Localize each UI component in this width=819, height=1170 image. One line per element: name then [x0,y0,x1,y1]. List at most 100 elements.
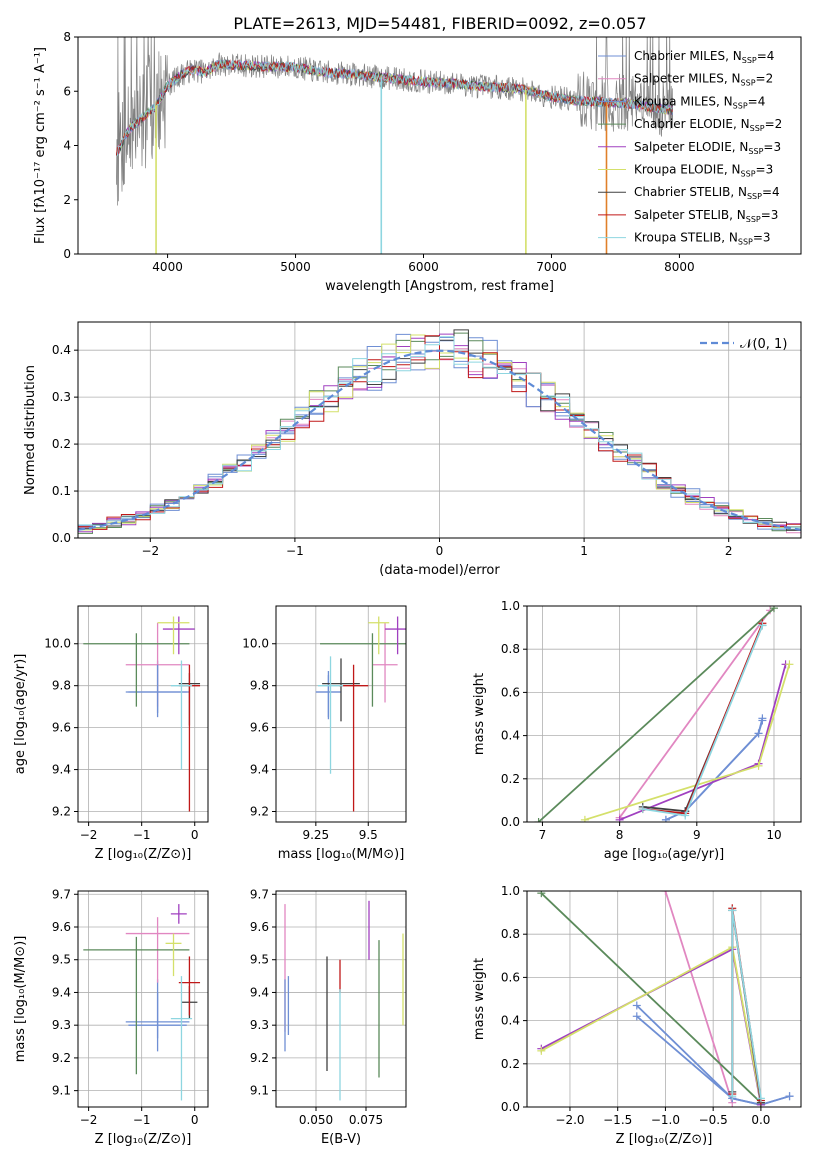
y-axis-label: Flux [fλ10⁻¹⁷ erg cm⁻² s⁻¹ A⁻¹] [33,47,48,244]
x-axis-label: wavelength [Angstrom, rest frame] [325,279,554,294]
weight-series-line [540,945,762,1103]
x-tick-label: −1 [133,828,151,842]
y-tick-label: 0.1 [52,484,71,498]
x-tick-label: 6000 [408,260,439,274]
x-tick-label: −2.0 [555,1113,584,1127]
y-tick-label: 0.2 [52,437,71,451]
legend-value: =4 [748,94,766,108]
x-tick-label: 4000 [152,260,183,274]
x-tick-label: 0.050 [299,1113,333,1127]
legend-text: Salpeter ELODIE, N [634,140,748,154]
histogram-steps [78,336,801,529]
legend-text: Kroupa ELODIE, N [634,163,741,177]
y-tick-label: 9.4 [250,985,269,999]
mass-vs-metallicity-panel: −2 −1 0 9.1 9.2 9.3 9.4 9.5 9.6 9.7 Z [log₁₀(Z/Z⊙)… [13,887,209,1147]
x-tick-label: −2 [80,828,98,842]
y-tick-label: 9.8 [250,679,269,693]
y-axis-label: Normed distribution [23,365,38,495]
histogram-steps [78,335,801,530]
weight-vs-metallicity-panel: −2.0 −1.5 −1.0 −0.5 0.0 0.0 0.2 0.4 0.6 0.8 1.0 Z [… [472,884,802,1147]
legend-text: Chabrier MILES, N [634,49,742,63]
residual-histogram-panel: −2 −1 0 1 2 0.0 0.1 0.2 0.3 0.4 (data-model)/error… [23,321,802,578]
y-tick-label: 0.8 [501,642,520,656]
x-tick-label: −1.5 [603,1113,632,1127]
legend-value: =3 [761,208,779,222]
y-tick-label: 9.6 [250,721,269,735]
legend-label: Chabrier ELODIE, NSSP=2 [634,117,782,133]
legend-subscript: SSP [742,56,757,65]
y-axis-label: mass weight [472,673,487,755]
y-tick-label: 0.3 [52,390,71,404]
y-tick-label: 2 [63,193,71,207]
weight-series-line [665,720,764,821]
x-tick-label: 0.075 [349,1113,383,1127]
axes-frame [275,890,407,1108]
legend-text: Kroupa MILES, N [634,94,733,108]
y-tick-label: 4 [63,139,71,153]
weight-series-line [540,947,762,1105]
histogram-steps [78,334,801,531]
x-tick-label: −2 [141,544,159,558]
legend-text: Chabrier ELODIE, N [634,117,750,131]
axes-frame [526,890,802,1108]
legend-subscript: SSP [750,124,765,133]
x-axis-label: Z [log₁₀(Z/Z⊙)] [95,1132,192,1147]
y-tick-label: 0.8 [501,927,520,941]
y-tick-label: 0.4 [501,1014,520,1028]
legend-value: =2 [756,72,774,86]
y-tick-label: 9.6 [52,721,71,735]
age-vs-metallicity-panel: −2 −1 0 9.2 9.4 9.6 9.8 10.0 Z [log₁₀(Z/Z⊙)] age … [13,605,209,862]
x-axis-label: Z [log₁₀(Z/Z⊙)] [95,847,192,862]
weight-vs-age-panel: 7 8 9 10 0.0 0.2 0.4 0.6 0.8 1.0 age [log₁₀(age/yr… [472,599,802,862]
x-tick-label: 0.0 [751,1113,770,1127]
weight-series-line [642,622,764,815]
y-tick-label: 0.2 [501,1057,520,1071]
x-tick-label: −2 [80,1113,98,1127]
x-tick-label: 8000 [664,260,695,274]
y-tick-label: 9.4 [250,763,269,777]
legend-subscript: SSP [738,238,753,247]
y-tick-label: 9.1 [250,1084,269,1098]
y-tick-label: 9.6 [250,920,269,934]
x-tick-label: 0 [191,828,199,842]
y-tick-label: 0 [63,247,71,261]
y-tick-label: 9.3 [52,1018,71,1032]
legend-label: Kroupa STELIB, NSSP=3 [634,231,771,247]
plot-area [315,616,406,812]
x-tick-label: 7 [539,828,547,842]
x-tick-label: −1 [133,1113,151,1127]
y-tick-label: 9.3 [250,1018,269,1032]
x-tick-label: 9.25 [302,828,329,842]
axes-frame [77,890,209,1108]
y-tick-label: 9.1 [52,1084,71,1098]
legend-label: Kroupa ELODIE, NSSP=3 [634,163,773,179]
weight-series-line [540,892,762,1104]
y-tick-label: 9.7 [250,887,269,901]
plot-area [537,891,794,1107]
y-tick-label: 9.2 [250,805,269,819]
x-tick-label: 8 [616,828,624,842]
x-tick-label: 10 [766,828,781,842]
legend-label: Chabrier MILES, NSSP=4 [634,49,774,65]
y-tick-label: 9.2 [250,1051,269,1065]
legend-subscript: SSP [741,170,756,179]
y-tick-label: 10.0 [242,637,269,651]
legend-text: Salpeter STELIB, N [634,208,746,222]
legend-text: Salpeter MILES, N [634,72,741,86]
x-tick-label: 9.5 [359,828,378,842]
y-tick-label: 9.2 [52,805,71,819]
x-axis-label: mass [log₁₀(M/M⊙)] [278,847,405,862]
x-axis-label: E(B-V) [321,1132,361,1147]
y-tick-label: 0.0 [501,815,520,829]
legend-value: =4 [762,185,780,199]
x-tick-label: −0.5 [699,1113,728,1127]
legend-subscript: SSP [741,79,756,88]
legend-label: Salpeter ELODIE, NSSP=3 [634,140,781,156]
y-tick-label: 9.2 [52,1051,71,1065]
y-tick-label: 9.5 [52,953,71,967]
y-tick-label: 0.4 [501,729,520,743]
weight-series-line [619,664,787,821]
x-tick-label: −1 [286,544,304,558]
